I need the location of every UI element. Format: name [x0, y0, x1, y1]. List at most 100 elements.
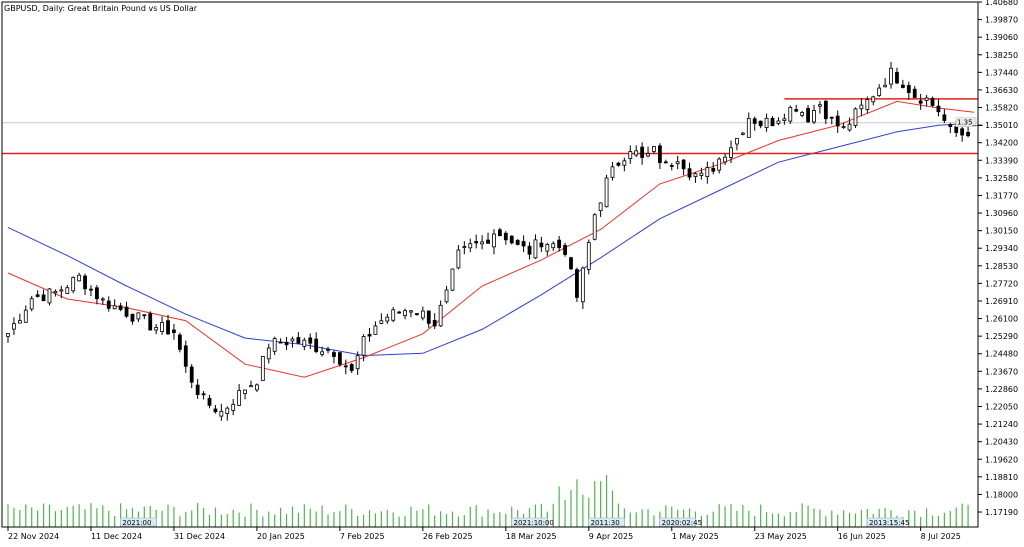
x-tick-label: 16 Jun 2025 — [838, 532, 886, 541]
candle-body — [486, 239, 490, 244]
y-tick-label: 1.22860 — [985, 385, 1018, 394]
candle-body — [616, 162, 621, 166]
candle-body — [225, 407, 230, 414]
candle-body — [373, 325, 378, 335]
candle-body — [296, 337, 301, 344]
candle-body — [906, 85, 911, 93]
y-tick-label: 1.39060 — [985, 33, 1018, 42]
candle-body — [527, 245, 532, 255]
candle-body — [308, 337, 313, 344]
candle-body — [723, 156, 727, 163]
candle-body — [628, 151, 633, 159]
candle-body — [681, 159, 686, 170]
candle-body — [379, 320, 384, 324]
candle-body — [652, 146, 656, 152]
y-tick-label: 1.22050 — [985, 402, 1018, 411]
candle-body — [213, 408, 218, 413]
x-tick-label: 26 Feb 2025 — [423, 532, 473, 541]
candle-body — [497, 229, 502, 237]
candle-body — [326, 348, 330, 351]
candle-body — [403, 310, 407, 316]
x-tick-label: 22 Nov 2024 — [8, 532, 59, 541]
y-tick-label: 1.30960 — [985, 209, 1018, 218]
candle-body — [883, 84, 888, 88]
candle-body — [266, 347, 271, 360]
candle-body — [6, 333, 10, 337]
candle-body — [693, 173, 698, 177]
candle-body — [361, 336, 366, 356]
candle-body — [284, 341, 289, 346]
y-tick-label: 1.17190 — [985, 508, 1018, 517]
time-tag-box — [866, 517, 904, 527]
candle-body — [859, 104, 864, 110]
candle-body — [610, 166, 615, 178]
candle-body — [12, 323, 16, 330]
time-tag-box — [659, 517, 696, 527]
candle-body — [385, 316, 390, 322]
candle-body — [942, 114, 947, 121]
plot-frame — [1, 1, 979, 528]
candle-body — [47, 288, 52, 304]
candle-body — [746, 118, 751, 138]
candle-body — [634, 150, 639, 156]
candle-body — [622, 160, 627, 166]
time-tag-box — [511, 517, 548, 527]
candle-body — [918, 100, 923, 104]
candle-body — [243, 389, 247, 395]
y-tick-label: 1.29340 — [985, 244, 1018, 253]
candle-body — [409, 310, 413, 313]
candle-body — [71, 277, 76, 292]
candle-body — [278, 341, 283, 344]
candle-body — [183, 345, 188, 367]
candle-body — [349, 364, 354, 371]
candle-body — [889, 67, 893, 85]
candle-body — [29, 298, 34, 310]
candle-body — [355, 355, 360, 370]
y-tick-label: 1.23670 — [985, 367, 1018, 376]
y-tick-label: 1.35010 — [985, 121, 1018, 130]
candle-body — [314, 338, 319, 352]
candle-body — [663, 161, 668, 164]
y-tick-label: 1.27720 — [985, 279, 1018, 288]
candle-body — [895, 71, 899, 84]
y-tick-label: 1.24480 — [985, 350, 1018, 359]
x-tick-label: 8 Jul 2025 — [921, 532, 961, 541]
time-tag-label: 2011:30 — [591, 519, 620, 527]
y-tick-label: 1.39870 — [985, 16, 1018, 25]
candle-body — [160, 321, 164, 333]
candle-body — [936, 105, 941, 113]
candle-body — [930, 97, 935, 106]
candle-body — [142, 314, 147, 317]
candle-body — [456, 249, 461, 269]
candle-body — [462, 246, 467, 248]
candle-body — [563, 244, 567, 255]
candle-body — [592, 214, 597, 240]
candle-body — [794, 109, 799, 112]
candle-body — [877, 87, 882, 96]
candle-body — [711, 167, 716, 172]
candle-body — [231, 404, 236, 411]
candle-body — [806, 108, 810, 123]
price-tag-box — [955, 117, 977, 127]
candle-body — [195, 384, 200, 395]
price-tag-label: 1.35___ — [957, 119, 984, 127]
candle-body — [112, 305, 117, 310]
candle-body — [444, 289, 449, 303]
candle-body — [586, 242, 591, 270]
candle-body — [752, 118, 757, 124]
candle-body — [865, 99, 870, 110]
candle-body — [177, 334, 182, 350]
candle-body — [219, 410, 224, 417]
candle-body — [432, 320, 437, 327]
candle-body — [764, 117, 769, 129]
candle-body — [533, 239, 538, 259]
y-tick-label: 1.36630 — [985, 86, 1018, 95]
candle-body — [100, 298, 105, 301]
y-tick-label: 1.26100 — [985, 315, 1018, 324]
candle-body — [59, 289, 64, 292]
candle-body — [438, 304, 443, 327]
